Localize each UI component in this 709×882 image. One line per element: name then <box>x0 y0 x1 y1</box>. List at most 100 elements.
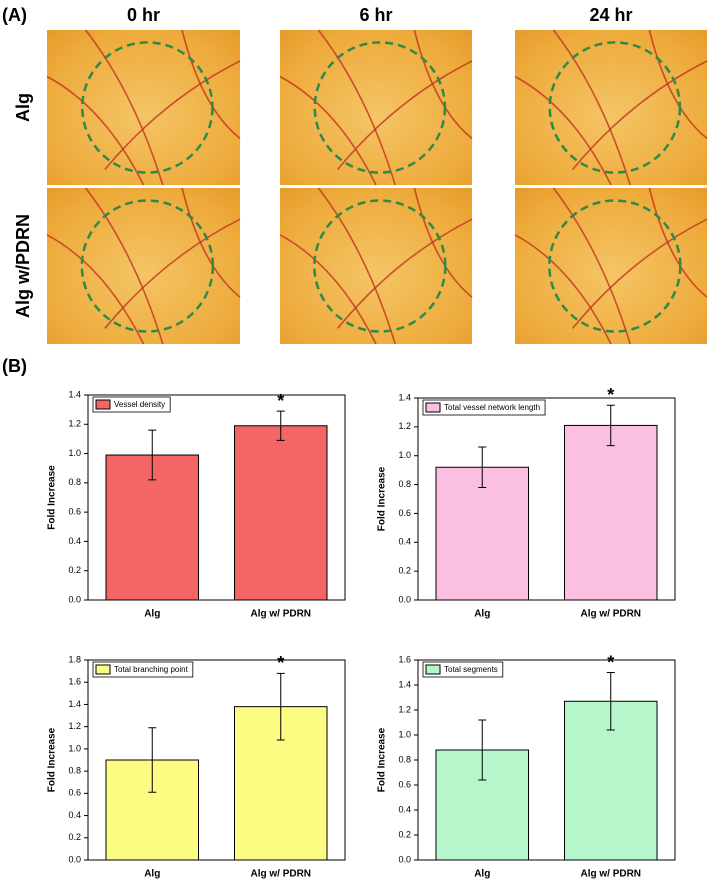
y-tick-label: 1.0 <box>68 743 81 753</box>
y-tick-label: 0.2 <box>398 829 411 839</box>
photo <box>279 187 473 345</box>
legend-label: Total branching point <box>114 665 189 674</box>
y-tick-label: 0.6 <box>68 788 81 798</box>
photo <box>514 187 708 345</box>
y-tick-label: 0.2 <box>68 832 81 842</box>
error-bar <box>606 672 615 731</box>
y-tick-label: 0.0 <box>398 594 411 604</box>
panel-label: (A) <box>2 5 27 25</box>
row-label: Alg w/PDRN <box>13 214 33 318</box>
legend: Total vessel network length <box>422 399 546 416</box>
legend-label: Total segments <box>444 665 498 674</box>
y-tick-label: 1.8 <box>68 654 81 664</box>
legend-swatch <box>425 664 441 675</box>
blood-vessel <box>648 187 708 298</box>
y-tick-label: 1.4 <box>68 699 81 709</box>
blood-vessel <box>181 29 241 140</box>
y-tick-label: 1.2 <box>68 721 81 731</box>
y-tick-label: 0.0 <box>398 854 411 864</box>
plot-frame <box>417 659 676 861</box>
legend-frame <box>92 661 194 678</box>
photo-background <box>280 30 472 185</box>
photo <box>46 29 241 186</box>
legend-frame <box>422 661 504 678</box>
y-tick-label: 0.6 <box>398 779 411 789</box>
legend-label: Total vessel network length <box>444 403 540 412</box>
plot-frame <box>417 397 676 601</box>
x-tick-label: Alg w/ PDRN <box>580 609 641 620</box>
blood-vessel <box>84 187 164 345</box>
y-tick-label: 0.2 <box>68 565 81 575</box>
blood-vessel <box>181 187 241 298</box>
legend-frame <box>422 399 546 416</box>
legend: Total segments <box>422 661 504 678</box>
y-tick-label: 1.2 <box>398 421 411 431</box>
blood-vessel <box>336 60 473 171</box>
photo <box>279 29 473 186</box>
y-tick-label: 1.0 <box>398 729 411 739</box>
error-bar <box>148 727 157 793</box>
region-circle <box>548 199 682 333</box>
region-circle <box>80 199 215 333</box>
error-bar <box>478 719 487 781</box>
bar <box>233 425 328 601</box>
blood-vessel <box>514 75 612 186</box>
y-tick-label: 0.6 <box>398 508 411 518</box>
blood-vessel <box>336 218 473 329</box>
blood-vessel <box>279 75 377 186</box>
photo-background <box>515 188 707 344</box>
blood-vessel <box>514 234 612 345</box>
blood-vessel <box>552 29 631 186</box>
x-tick-label: Alg w/ PDRN <box>250 609 311 620</box>
blood-vessel <box>84 29 164 186</box>
row-label: Alg <box>13 93 33 122</box>
legend-swatch <box>95 664 111 675</box>
region-circle <box>548 41 682 174</box>
legend-frame <box>92 396 171 413</box>
blood-vessel <box>317 187 396 345</box>
blood-vessel <box>648 29 708 140</box>
y-axis-label: Fold Increase <box>47 727 58 792</box>
panel-label: (B) <box>2 356 27 376</box>
significance-mark: * <box>607 385 614 405</box>
photo <box>514 29 708 186</box>
y-tick-label: 1.4 <box>398 392 411 402</box>
y-tick-label: 1.2 <box>68 419 81 429</box>
y-tick-label: 0.8 <box>398 754 411 764</box>
photo-background <box>280 188 472 344</box>
y-axis-label: Fold Increase <box>377 466 388 531</box>
blood-vessel <box>413 187 473 298</box>
x-tick-label: Alg w/ PDRN <box>580 869 641 880</box>
y-tick-label: 1.4 <box>68 389 81 399</box>
legend-swatch <box>425 402 441 413</box>
column-label: 24 hr <box>589 5 632 25</box>
x-tick-label: Alg w/ PDRN <box>250 869 311 880</box>
blood-vessel <box>46 234 145 345</box>
plot-frame <box>87 394 346 601</box>
legend-label: Vessel density <box>114 400 165 409</box>
error-bar <box>148 429 157 481</box>
plot-frame <box>87 659 346 861</box>
column-label: 0 hr <box>127 5 160 25</box>
photo-background <box>515 30 707 185</box>
significance-mark: * <box>277 391 284 411</box>
significance-mark: * <box>277 653 284 673</box>
error-bar <box>276 410 285 441</box>
photo <box>46 187 241 345</box>
x-tick-label: Alg <box>474 609 490 620</box>
y-tick-label: 0.8 <box>68 477 81 487</box>
y-tick-label: 0.8 <box>68 765 81 775</box>
blood-vessel <box>571 218 708 329</box>
region-circle <box>313 199 447 333</box>
photo-background <box>47 30 240 185</box>
y-tick-label: 1.0 <box>398 450 411 460</box>
blood-vessel <box>552 187 631 345</box>
significance-mark: * <box>607 652 614 672</box>
legend: Vessel density <box>92 396 171 413</box>
y-axis-label: Fold Increase <box>47 465 58 530</box>
blood-vessel <box>104 218 241 329</box>
y-tick-label: 1.2 <box>398 704 411 714</box>
y-tick-label: 1.0 <box>68 448 81 458</box>
y-axis-label: Fold Increase <box>377 727 388 792</box>
y-tick-label: 0.4 <box>68 810 81 820</box>
